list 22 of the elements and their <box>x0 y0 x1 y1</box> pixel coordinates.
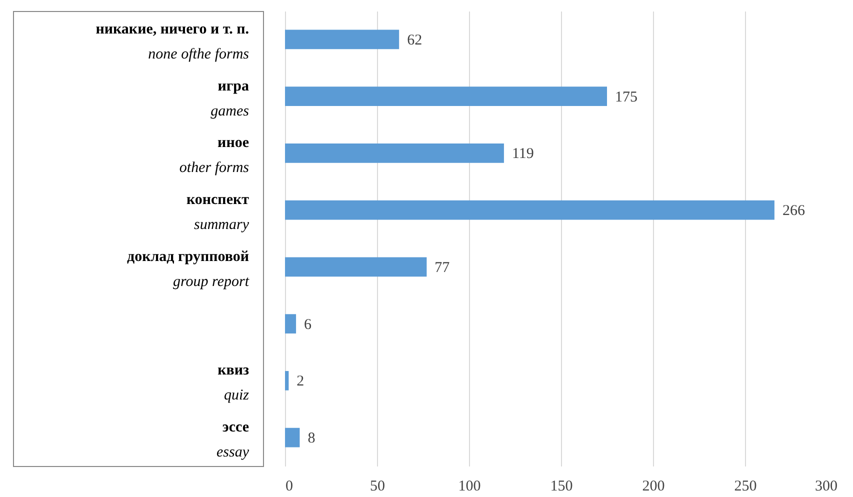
category-label: эссе essay <box>216 420 249 461</box>
data-label: 8 <box>308 430 316 447</box>
category-label: игра games <box>210 78 249 120</box>
data-label: 77 <box>434 260 450 276</box>
data-label: 62 <box>407 32 422 48</box>
data-label: 175 <box>615 89 638 106</box>
x-tick-label: 0 <box>286 478 293 494</box>
category-label: доклад групповой group report <box>127 248 249 290</box>
category-label: иное other forms <box>179 135 249 176</box>
data-label: 2 <box>296 374 304 390</box>
category-label: конспект summary <box>186 192 249 234</box>
x-tick-label: 200 <box>642 478 665 494</box>
data-label: 6 <box>304 316 312 333</box>
x-tick-label: 50 <box>370 478 385 494</box>
x-tick-label: 300 <box>815 478 838 494</box>
data-label: 266 <box>782 203 806 220</box>
x-tick-label: 100 <box>458 478 481 494</box>
x-tick-label: 150 <box>550 478 573 494</box>
category-label: никакие, ничего и т. п. none ofthe forms <box>96 21 249 62</box>
data-label: 119 <box>512 146 534 162</box>
x-tick-label: 250 <box>734 478 757 494</box>
category-label: квиз quiz <box>218 362 249 404</box>
